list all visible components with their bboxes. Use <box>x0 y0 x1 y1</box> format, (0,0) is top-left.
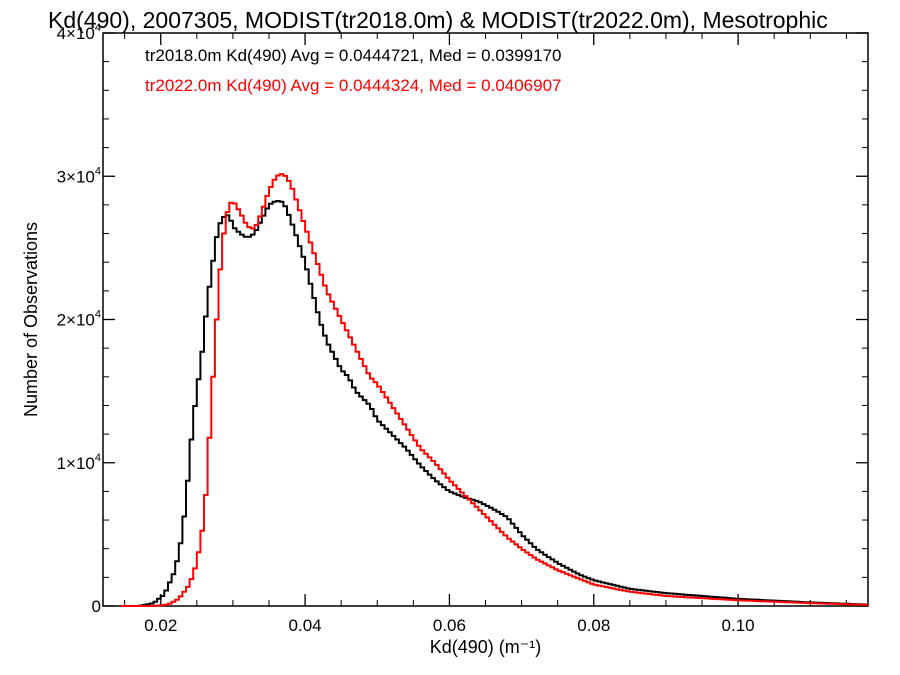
chart-title: Kd(490), 2007305, MODIST(tr2018.0m) & MO… <box>48 7 828 33</box>
y-tick-label-1: 1×104 <box>57 452 101 473</box>
series-line-tr2018.0m <box>121 200 868 607</box>
y-tick-label-3: 3×104 <box>57 165 101 186</box>
x-tick-label-1: 0.04 <box>289 616 322 635</box>
x-axis-ticks: 0.02 0.04 0.06 0.08 0.10 <box>124 33 847 635</box>
x-tick-label-3: 0.08 <box>577 616 610 635</box>
y-tick-label-0: 0 <box>92 597 101 616</box>
legend-entry-tr2018: tr2018.0m Kd(490) Avg = 0.0444721, Med =… <box>145 46 562 65</box>
y-axis-ticks: 0 1×104 2×104 3×104 4×104 <box>57 22 868 616</box>
series-line-tr2022.0m <box>121 173 868 607</box>
y-tick-label-2: 2×104 <box>57 309 101 330</box>
legend-entry-tr2022: tr2022.0m Kd(490) Avg = 0.0444324, Med =… <box>145 76 562 95</box>
x-tick-label-0: 0.02 <box>144 616 177 635</box>
y-tick-label-4: 4×104 <box>57 22 101 43</box>
y-axis-label: Number of Observations <box>21 222 41 417</box>
series-layer <box>121 173 868 607</box>
x-tick-label-4: 0.10 <box>722 616 755 635</box>
x-tick-label-2: 0.06 <box>433 616 466 635</box>
x-axis-label: Kd(490) (m⁻¹) <box>430 637 542 657</box>
